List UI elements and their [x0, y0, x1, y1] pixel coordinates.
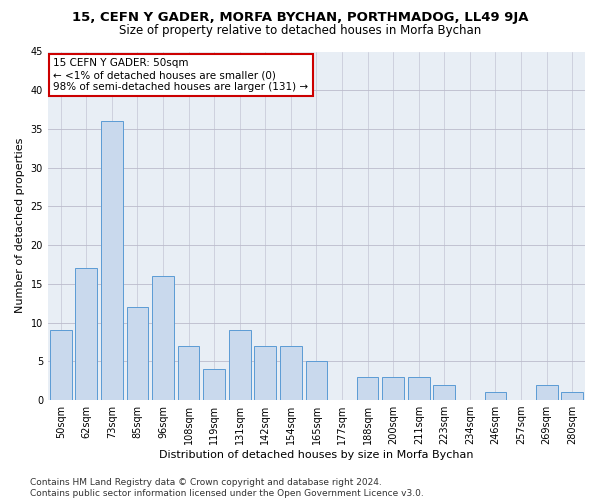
Text: Contains HM Land Registry data © Crown copyright and database right 2024.
Contai: Contains HM Land Registry data © Crown c… [30, 478, 424, 498]
Bar [280, 346, 302, 400]
Text: 15, CEFN Y GADER, MORFA BYCHAN, PORTHMADOG, LL49 9JA: 15, CEFN Y GADER, MORFA BYCHAN, PORTHMAD… [72, 11, 528, 24]
Bar [305, 362, 328, 400]
Text: 15 CEFN Y GADER: 50sqm
← <1% of detached houses are smaller (0)
98% of semi-deta: 15 CEFN Y GADER: 50sqm ← <1% of detached… [53, 58, 308, 92]
Bar [382, 377, 404, 400]
Bar [254, 346, 276, 400]
Bar [101, 121, 123, 400]
Bar [178, 346, 199, 400]
Text: Size of property relative to detached houses in Morfa Bychan: Size of property relative to detached ho… [119, 24, 481, 37]
Bar [127, 307, 148, 400]
Bar [562, 392, 583, 400]
Bar [408, 377, 430, 400]
Bar [536, 384, 557, 400]
Bar [357, 377, 379, 400]
Bar [76, 268, 97, 400]
Bar [229, 330, 251, 400]
Bar [203, 369, 225, 400]
Bar [152, 276, 174, 400]
X-axis label: Distribution of detached houses by size in Morfa Bychan: Distribution of detached houses by size … [159, 450, 474, 460]
Bar [485, 392, 506, 400]
Bar [433, 384, 455, 400]
Y-axis label: Number of detached properties: Number of detached properties [15, 138, 25, 314]
Bar [50, 330, 71, 400]
